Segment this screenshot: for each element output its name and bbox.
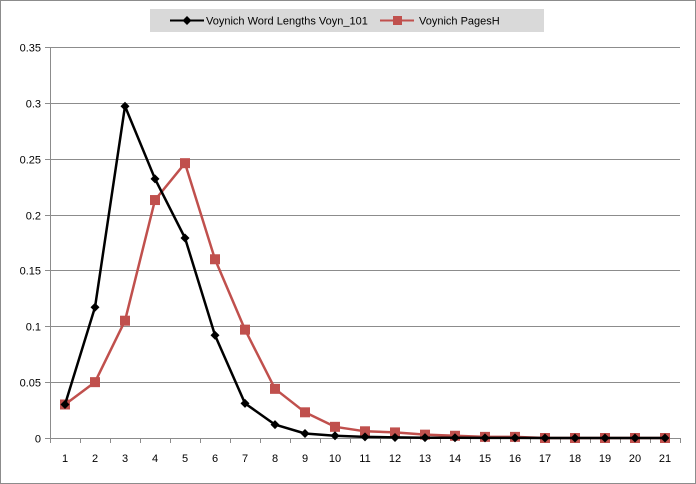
- x-tick-label: 13: [419, 453, 431, 465]
- x-tick-label: 15: [479, 453, 491, 465]
- y-tick-label: 0.05: [20, 378, 41, 390]
- x-tick-label: 10: [329, 453, 341, 465]
- plot-area: 00.050.10.150.20.250.30.351 2 3 4 5 6 7 8 9 10 11 1…: [20, 43, 681, 465]
- legend-entry-series-2: Voynich PagesH: [380, 16, 500, 28]
- data-point-series-1: [630, 433, 640, 443]
- legend-background: [150, 9, 544, 32]
- data-point-series-1: [570, 433, 580, 443]
- x-tick-label: 17: [539, 453, 551, 465]
- y-tick-label: 0.3: [26, 99, 41, 111]
- x-tick-label: 18: [569, 453, 581, 465]
- x-tick-label: 12: [389, 453, 401, 465]
- y-tick-label: 0.15: [20, 266, 41, 278]
- x-tick-label: 7: [242, 453, 248, 465]
- data-point-series-1: [390, 432, 400, 442]
- x-tick-label: 2: [92, 453, 98, 465]
- y-tick-label: 0.35: [20, 43, 41, 55]
- x-tick-label: 5: [182, 453, 188, 465]
- data-point-series-1: [180, 233, 190, 243]
- x-tick-label: 1: [62, 453, 68, 465]
- y-tick-label: 0.25: [20, 155, 41, 167]
- data-point-series-1: [480, 433, 490, 443]
- data-point-series-1: [270, 420, 280, 430]
- data-point-series-1: [360, 432, 370, 442]
- data-point-series-1: [540, 433, 550, 443]
- data-point-series-1: [420, 433, 430, 443]
- data-point-series-1: [90, 302, 100, 312]
- y-tick-label: 0.1: [26, 322, 41, 334]
- data-point-series-1: [210, 330, 220, 340]
- data-point-series-2: [240, 324, 250, 335]
- data-point-series-1: [330, 431, 340, 441]
- data-point-series-1: [450, 433, 460, 443]
- x-tick-label: 3: [122, 453, 128, 465]
- y-tick-label: 0.2: [26, 211, 41, 223]
- legend-label-series-1: Voynich Word Lengths Voyn_101: [206, 16, 368, 28]
- series-line-1: [63, 104, 665, 440]
- data-point-series-1: [600, 433, 610, 443]
- data-point-series-2: [330, 421, 340, 432]
- data-point-series-2: [270, 383, 280, 394]
- data-point-series-2: [300, 407, 310, 418]
- x-tick-label: 4: [152, 453, 158, 465]
- x-tick-label: 11: [359, 453, 370, 465]
- data-point-series-1: [300, 429, 310, 439]
- y-tick-label: 0: [35, 434, 41, 446]
- data-point-series-2: [120, 315, 130, 326]
- data-point-series-2: [360, 426, 370, 437]
- data-point-series-2: [210, 254, 220, 265]
- x-tick-label: 14: [449, 453, 461, 465]
- legend-label-series-2: Voynich PagesH: [419, 16, 500, 28]
- x-tick-label: 20: [629, 453, 641, 465]
- x-tick-label: 16: [509, 453, 521, 465]
- legend-entry-series-1: Voynich Word Lengths Voyn_101: [170, 16, 368, 28]
- data-point-series-1: [510, 433, 520, 443]
- legend-square-icon: [393, 16, 402, 25]
- data-point-series-1: [60, 399, 70, 409]
- data-point-series-1: [120, 101, 130, 111]
- x-tick-label: 21: [659, 453, 671, 465]
- data-point-series-1: [150, 174, 160, 184]
- data-point-series-1: [660, 433, 670, 443]
- data-point-series-2: [390, 427, 400, 438]
- data-point-series-2: [150, 195, 160, 206]
- data-point-series-2: [90, 377, 100, 388]
- legend: Voynich Word Lengths Voyn_101 Voynich Pa…: [150, 9, 544, 32]
- data-point-series-2: [180, 158, 190, 169]
- x-tick-label: 8: [272, 453, 278, 465]
- legend-diamond-icon: [182, 16, 192, 25]
- x-tick-label: 19: [599, 453, 611, 465]
- x-tick-label: 9: [302, 453, 308, 465]
- data-point-series-1: [240, 398, 250, 408]
- x-tick-label: 6: [212, 453, 218, 465]
